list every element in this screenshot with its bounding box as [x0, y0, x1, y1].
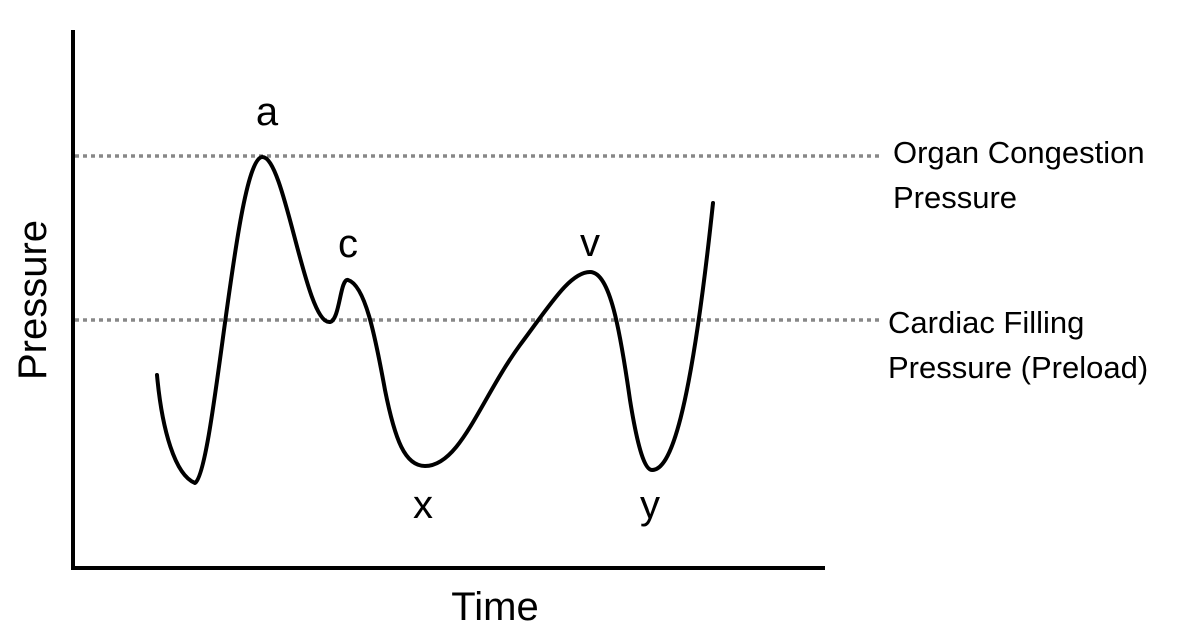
- x-axis-label: Time: [451, 585, 538, 629]
- waveform: [155, 155, 715, 485]
- wave-label: c: [338, 222, 358, 266]
- y-axis-label: Pressure: [11, 220, 55, 380]
- reference-label: Pressure (Preload): [888, 350, 1148, 385]
- wave-label: a: [256, 90, 279, 134]
- reference-label: Pressure: [893, 180, 1017, 215]
- wave-label: y: [640, 483, 660, 527]
- reference-label: Organ Congestion: [893, 135, 1145, 170]
- wave-label: v: [580, 221, 600, 265]
- wave-label: x: [413, 483, 433, 527]
- reference-label: Cardiac Filling: [888, 305, 1084, 340]
